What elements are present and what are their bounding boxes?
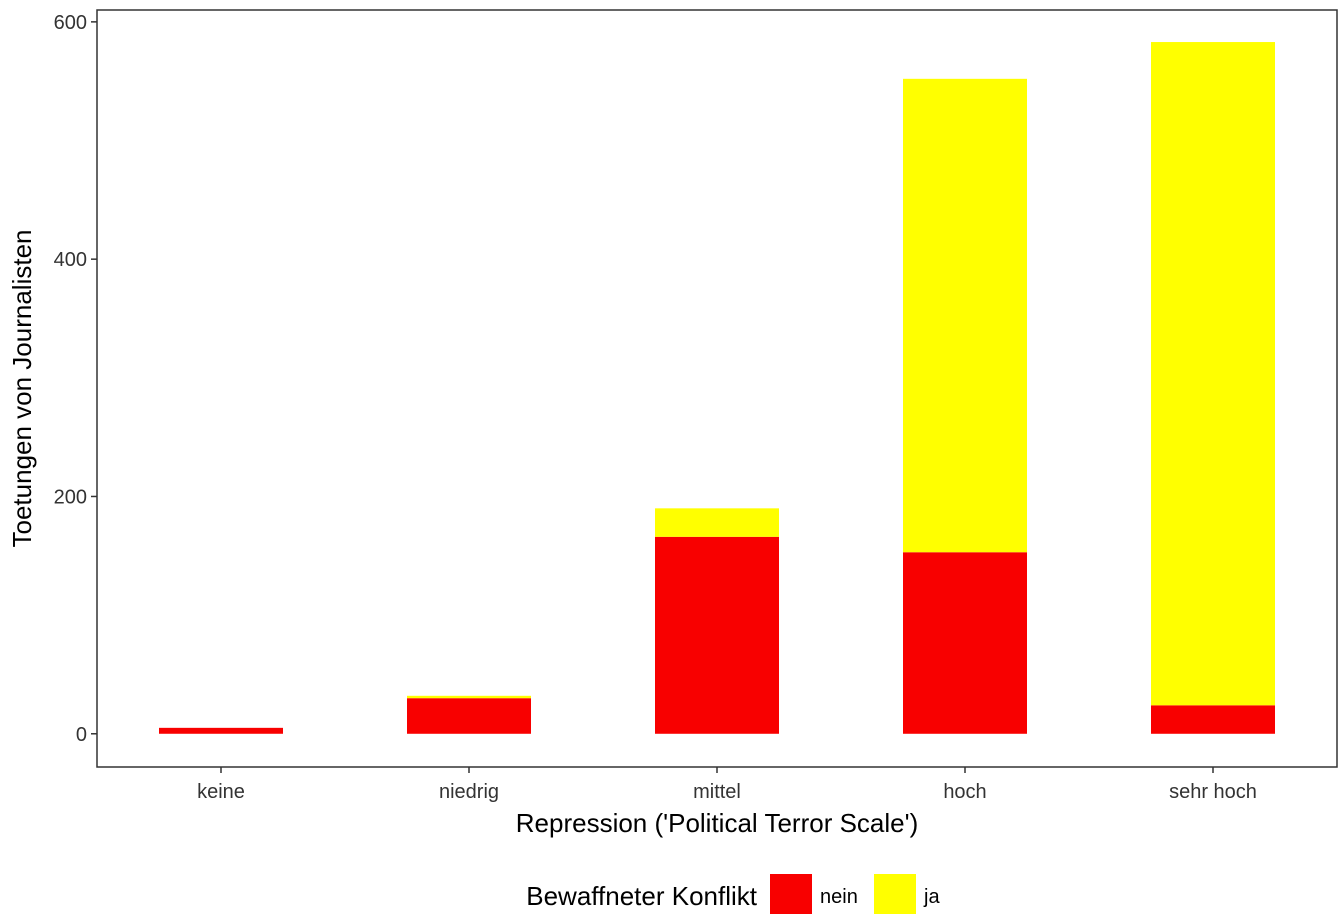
bar-mittel-ja [655, 508, 779, 536]
legend-label-ja: ja [923, 886, 940, 908]
x-axis-title: Repression ('Political Terror Scale') [516, 808, 918, 838]
x-tick-label: mittel [693, 781, 741, 803]
x-tick-label: hoch [943, 781, 986, 803]
y-axis-title: Toetungen von Journalisten [7, 229, 37, 547]
legend-key-ja [874, 874, 916, 914]
bar-keine-nein [159, 728, 283, 734]
y-axis: 0 200 400 600 [54, 12, 97, 746]
x-tick-label: niedrig [439, 781, 499, 803]
legend-label-nein: nein [820, 886, 858, 908]
x-tick-label: sehr hoch [1169, 781, 1257, 803]
legend-title: Bewaffneter Konflikt [526, 881, 758, 911]
bar-mittel-nein [655, 537, 779, 734]
y-tick-label: 0 [76, 724, 87, 746]
y-tick-label: 400 [54, 249, 87, 271]
x-axis: keine niedrig mittel hoch sehr hoch [197, 767, 1257, 803]
legend: Bewaffneter Konflikt nein ja [526, 874, 940, 914]
legend-key-nein [770, 874, 812, 914]
y-tick-label: 600 [54, 12, 87, 34]
bar-sehr-hoch-nein [1151, 705, 1275, 733]
bars [159, 42, 1275, 734]
bar-hoch-ja [903, 79, 1027, 552]
bar-sehr-hoch-ja [1151, 42, 1275, 705]
bar-hoch-nein [903, 552, 1027, 734]
y-tick-label: 200 [54, 486, 87, 508]
bar-niedrig-nein [407, 698, 531, 734]
x-tick-label: keine [197, 781, 245, 803]
bar-niedrig-ja [407, 696, 531, 698]
